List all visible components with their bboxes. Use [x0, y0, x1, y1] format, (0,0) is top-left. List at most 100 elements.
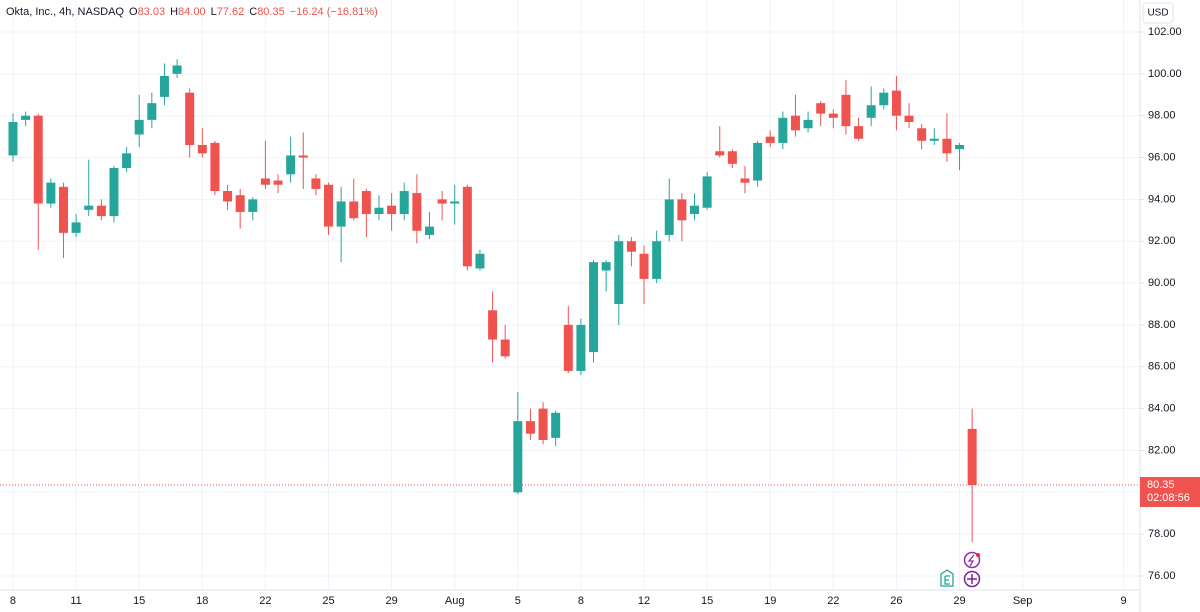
currency-button[interactable]	[1142, 2, 1174, 24]
candle-body	[652, 241, 662, 279]
dividend-icon[interactable]	[963, 551, 981, 569]
candle-body	[412, 193, 422, 231]
candle-body	[475, 253, 485, 269]
candle-body	[336, 201, 346, 227]
candle-body	[387, 205, 397, 215]
candle-body	[197, 144, 207, 154]
open: 83.03	[138, 6, 166, 18]
candle-body	[58, 186, 68, 233]
countdown: 02:08:56	[1147, 492, 1190, 504]
y-tick-label: 84.00	[1148, 403, 1176, 415]
l-key: L	[211, 6, 217, 18]
candle-body	[33, 115, 43, 204]
y-tick-label: 86.00	[1148, 361, 1176, 373]
candle-body	[248, 199, 258, 212]
candle-body	[942, 138, 952, 154]
close: 80.35	[257, 6, 285, 18]
x-tick-label: 9	[1121, 595, 1127, 607]
candle-body	[917, 128, 927, 141]
candle-body	[790, 115, 800, 131]
y-tick-label: 100.00	[1148, 68, 1182, 80]
candle-body	[967, 428, 977, 485]
candle-body	[715, 151, 725, 156]
candle-body	[866, 105, 876, 118]
candle-body	[955, 144, 965, 150]
candle-body	[803, 119, 813, 129]
candle-body	[576, 324, 586, 371]
candle-body	[677, 199, 687, 221]
candle-body	[223, 191, 233, 202]
candle-body	[260, 178, 270, 185]
x-tick-label: 22	[827, 595, 839, 607]
candle-body	[727, 151, 737, 164]
candle-body	[841, 94, 851, 127]
x-tick-label: 19	[764, 595, 776, 607]
x-tick-label: 15	[701, 595, 713, 607]
plus	[967, 574, 977, 584]
candle-body	[462, 186, 472, 267]
y-tick-label: 82.00	[1148, 444, 1176, 456]
x-tick-label: 15	[133, 595, 145, 607]
candle-body	[96, 205, 106, 217]
y-tick-label: 96.00	[1148, 151, 1176, 163]
candle-body	[21, 115, 31, 120]
x-tick-label: 29	[953, 595, 965, 607]
candle-body	[488, 310, 498, 340]
candle-body	[349, 201, 359, 219]
candle-body	[450, 201, 460, 204]
candle-body	[614, 241, 624, 304]
candle-body	[563, 324, 573, 371]
y-tick-label: 78.00	[1148, 528, 1176, 540]
y-tick-label: 102.00	[1148, 26, 1182, 38]
candle-body	[172, 65, 182, 74]
y-tick-label: 88.00	[1148, 319, 1176, 331]
price-tag-label: 80.35	[1147, 479, 1175, 491]
candles	[8, 59, 977, 543]
candle-body	[879, 92, 889, 106]
candle-body	[399, 191, 409, 215]
candle-body	[8, 121, 18, 156]
candle-body	[286, 155, 296, 175]
candle-body	[639, 253, 649, 279]
candle-body	[109, 168, 119, 217]
candle-body	[929, 138, 939, 141]
e-letter	[944, 575, 950, 585]
earnings-icon[interactable]	[940, 569, 954, 587]
x-tick-label: 22	[259, 595, 271, 607]
x-tick-label: Aug	[445, 595, 465, 607]
x-tick-label: 25	[322, 595, 334, 607]
candle-body	[891, 90, 901, 116]
y-tick-label: 92.00	[1148, 235, 1176, 247]
candle-body	[525, 421, 535, 434]
candle-body	[159, 75, 169, 97]
candle-body	[740, 178, 750, 183]
price-tag	[1140, 476, 1200, 507]
candle-body	[235, 195, 245, 212]
x-tick-label: 5	[515, 595, 521, 607]
candle-body	[437, 199, 447, 204]
candle-body	[147, 103, 157, 120]
candle-body	[538, 408, 548, 440]
dot	[976, 553, 980, 557]
c-key: C	[249, 6, 257, 18]
candle-body	[84, 205, 94, 210]
candle-body	[513, 421, 523, 493]
candle-body	[273, 180, 283, 185]
high: 84.00	[178, 6, 206, 18]
candle-body	[626, 241, 636, 252]
legend: Okta, Inc., 4h, NASDAQ O83.03 H84.00 L77.62…	[6, 6, 378, 18]
candle-body	[324, 184, 334, 227]
candle-body	[753, 142, 763, 181]
x-tick-label: 26	[890, 595, 902, 607]
candle-body	[311, 178, 321, 189]
x-tick-label: 8	[10, 595, 16, 607]
candle-body	[765, 136, 775, 143]
candle-body	[551, 412, 561, 438]
candle-body	[374, 207, 384, 215]
currency[interactable]: USD	[1147, 8, 1168, 19]
candle-body	[298, 155, 308, 158]
y-tick-label: 90.00	[1148, 277, 1176, 289]
y-tick-label: 76.00	[1148, 570, 1176, 582]
